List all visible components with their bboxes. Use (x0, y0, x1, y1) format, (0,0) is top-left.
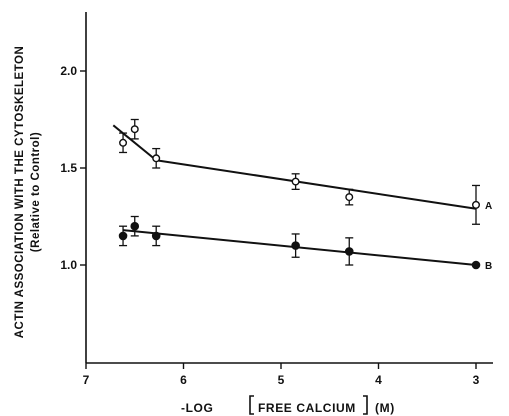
x-axis-title-unit: (M) (375, 401, 395, 415)
series-a-point (152, 154, 161, 163)
x-axis-title-core: FREE CALCIUM (258, 401, 356, 415)
y-tick-label: 1.0 (60, 258, 77, 272)
series-b-point (130, 221, 140, 231)
series-b-point (291, 241, 300, 250)
series-a-point (291, 177, 300, 186)
series-b-point (471, 260, 481, 270)
series-a-point (472, 200, 481, 209)
series-labels: AB (485, 201, 492, 272)
series-a-point (130, 125, 139, 134)
x-tick-label: 4 (375, 373, 382, 387)
left-bracket (249, 395, 254, 415)
series-a-fit-line (112, 124, 157, 162)
x-tick-label: 6 (180, 373, 187, 387)
right-bracket (363, 395, 368, 415)
fit-lines (112, 124, 477, 266)
data-points (118, 118, 481, 270)
series-b-point (344, 247, 354, 256)
y-tick-label: 1.5 (60, 161, 77, 175)
series-a-fit-line (156, 159, 477, 210)
y-axis-title: ACTIN ASSOCIATION WITH THE CYTOSKELETON (14, 46, 26, 339)
series-a-point (119, 138, 128, 147)
ticks: 7 6 5 4 3 1.0 1.5 2.0 (60, 64, 479, 387)
series-b-point (118, 231, 128, 241)
x-tick-label: 7 (83, 373, 90, 387)
series-a-label: A (485, 201, 492, 212)
x-tick-label: 5 (278, 373, 285, 387)
series-b-point (151, 231, 161, 241)
series-a-point (345, 193, 354, 202)
y-axis-subtitle: (Relative to Control) (30, 132, 42, 252)
series-b-label: B (485, 261, 492, 272)
series-b-fit-line (122, 229, 477, 266)
y-tick-label: 2.0 (60, 64, 77, 78)
x-axis-title-prefix: -LOG (181, 401, 213, 415)
axes (85, 12, 493, 364)
x-tick-label: 3 (473, 373, 480, 387)
